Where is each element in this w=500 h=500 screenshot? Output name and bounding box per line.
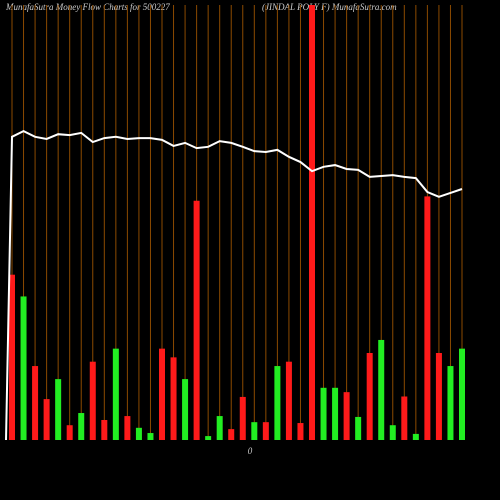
bar xyxy=(412,433,419,440)
bar xyxy=(297,423,304,440)
bar xyxy=(343,392,350,440)
money-flow-line xyxy=(5,130,463,441)
bar xyxy=(285,361,292,440)
bar xyxy=(239,396,246,440)
bar xyxy=(459,348,465,440)
bar xyxy=(32,366,39,440)
bar xyxy=(228,429,235,440)
bar xyxy=(112,348,119,440)
bar xyxy=(435,353,442,440)
bar xyxy=(309,5,315,440)
bar xyxy=(89,361,96,440)
bar xyxy=(55,379,62,440)
bar xyxy=(193,200,200,440)
bar xyxy=(216,416,223,440)
chart-subtitle: (JINDAL POLY F) MunafaSutra.com xyxy=(262,2,397,12)
bar xyxy=(320,387,327,440)
bar xyxy=(101,419,108,440)
bar xyxy=(9,274,15,440)
bar xyxy=(43,399,50,440)
x-label: 0 xyxy=(248,446,253,456)
bar xyxy=(355,416,362,440)
bar xyxy=(274,366,281,440)
bar xyxy=(447,366,454,440)
bar xyxy=(159,348,165,440)
bar xyxy=(251,422,258,440)
bar xyxy=(366,353,373,440)
bar xyxy=(20,296,27,440)
bar xyxy=(205,436,212,440)
bar xyxy=(332,387,339,440)
bar xyxy=(182,379,189,440)
bar xyxy=(147,433,154,440)
bar xyxy=(124,416,131,440)
bar xyxy=(170,357,177,440)
bar xyxy=(78,413,85,440)
bar xyxy=(401,396,408,440)
bar xyxy=(66,425,73,440)
bar xyxy=(135,427,142,440)
bar xyxy=(424,196,431,440)
bar xyxy=(262,422,269,440)
bar xyxy=(378,339,385,440)
bar xyxy=(389,425,396,440)
chart-title: MunafaSutra Money Flow Charts for 500227 xyxy=(5,2,170,12)
